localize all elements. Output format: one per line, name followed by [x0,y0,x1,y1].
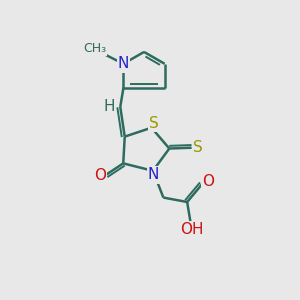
Text: O: O [202,174,214,189]
Text: S: S [193,140,203,155]
Text: CH₃: CH₃ [83,42,106,55]
Text: N: N [118,56,129,71]
Text: N: N [148,167,159,182]
Text: H: H [103,99,115,114]
Text: O: O [94,168,106,183]
Text: OH: OH [181,222,204,237]
Text: S: S [149,116,159,131]
